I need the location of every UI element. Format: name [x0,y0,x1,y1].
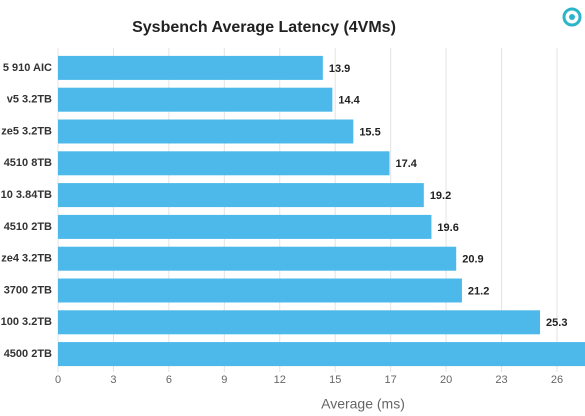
category-label: 3700 2TB [4,284,52,296]
value-label: 15.5 [359,126,380,138]
x-tick-label: 0 [55,374,61,386]
bars [58,55,585,367]
category-label: v5 3.2TB [7,94,52,106]
category-label: 4510 2TB [4,221,52,233]
value-label: 13.9 [329,63,350,75]
bar [58,151,390,176]
value-label: 21.2 [468,285,489,297]
bar [58,119,354,144]
x-tick-label: 15 [329,374,341,386]
category-label: ze4 3.2TB [1,253,52,265]
x-tick-label: 20 [440,374,452,386]
chart-title: Sysbench Average Latency (4VMs) [132,19,396,36]
x-tick-label: 17 [385,374,397,386]
bar [58,278,462,303]
x-tick-label: 12 [274,374,286,386]
category-label: 5 910 AIC [3,62,52,74]
bar [58,183,424,208]
x-tick-label: 23 [495,374,507,386]
logo-dot [569,14,575,20]
bar [58,310,541,335]
x-tick-label: 3 [110,374,116,386]
x-tick-label: 9 [221,374,227,386]
logo [562,7,582,27]
value-label: 17.4 [396,158,418,170]
category-label: 100 3.2TB [1,316,52,328]
category-label: 4500 2TB [4,348,52,360]
bar [58,87,333,112]
category-label: 10 3.84TB [1,189,52,201]
x-tick-label: 26 [551,374,563,386]
bar [58,55,323,80]
x-axis-title: Average (ms) [321,396,405,412]
bar [58,246,457,271]
category-label: ze5 3.2TB [1,125,52,137]
bar [58,214,432,239]
bar [58,342,585,367]
value-label: 25.3 [546,317,567,329]
value-label: 14.4 [338,95,360,107]
value-label: 20.9 [462,254,483,266]
value-label: 19.6 [437,222,458,234]
category-label: 4510 8TB [4,157,52,169]
x-tick-label: 6 [166,374,172,386]
value-label: 19.2 [430,190,451,202]
